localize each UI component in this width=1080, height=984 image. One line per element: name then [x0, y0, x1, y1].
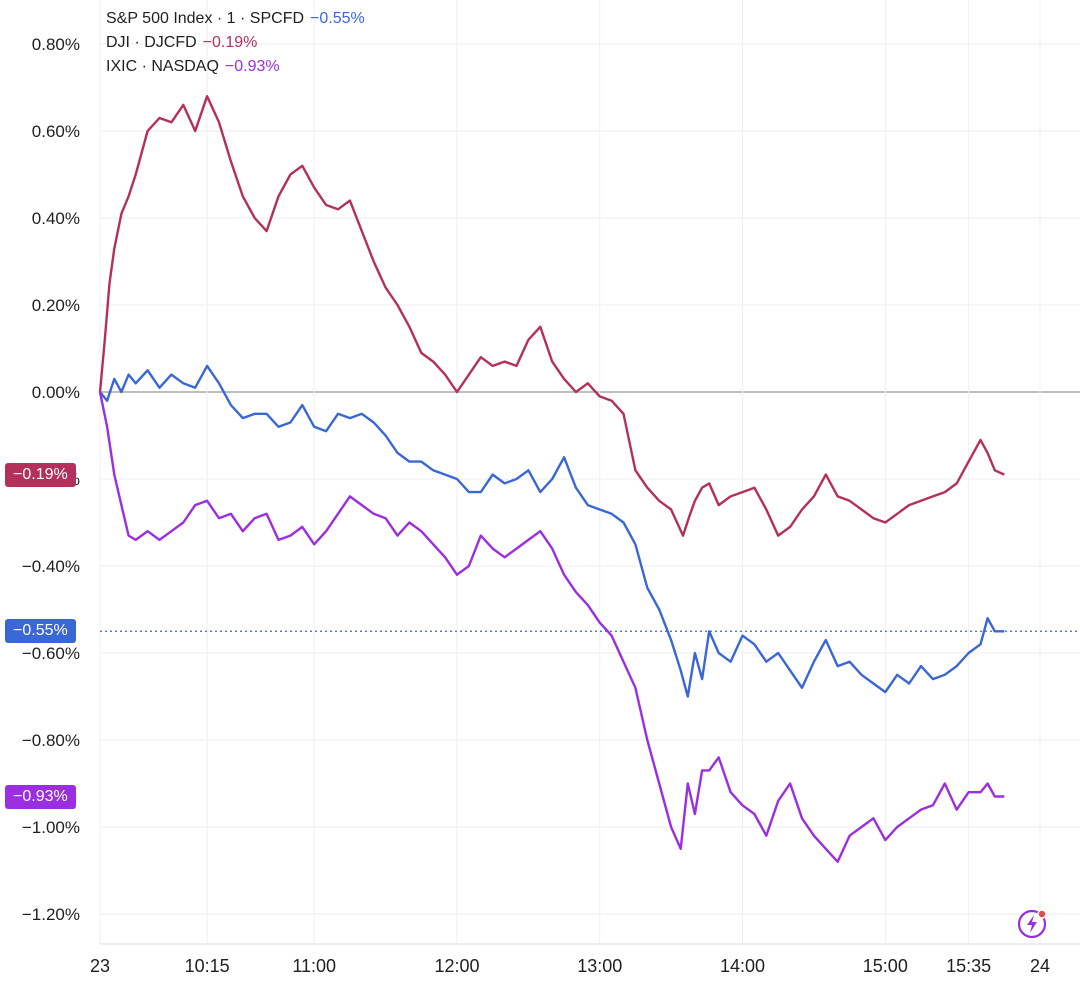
x-tick-label: 14:00	[720, 956, 765, 976]
y-tick-label: 0.80%	[32, 35, 80, 54]
y-tick-label: −1.00%	[22, 818, 80, 837]
x-tick-label: 15:00	[863, 956, 908, 976]
y-tick-label: 0.00%	[32, 383, 80, 402]
legend-label: IXIC · NASDAQ	[106, 58, 219, 75]
legend-value: −0.19%	[202, 34, 258, 51]
price-tag-ixic: −0.93%	[5, 784, 76, 809]
y-tick-label: 0.20%	[32, 296, 80, 315]
series-lines	[98, 95, 1080, 863]
series-line-0	[99, 364, 1005, 698]
legend-value: −0.93%	[224, 58, 280, 75]
x-tick-label: 13:00	[577, 956, 622, 976]
chart-legend: S&P 500 Index · 1 · SPCFD −0.55% DJI · DJ…	[106, 7, 365, 79]
x-tick-label: 12:00	[434, 956, 479, 976]
price-tag-dji: −0.19%	[5, 462, 76, 487]
legend-label: DJI · DJCFD	[106, 34, 197, 51]
lightning-icon[interactable]	[1016, 908, 1048, 940]
x-tick-label: 24	[1030, 956, 1050, 976]
legend-entry-dji[interactable]: DJI · DJCFD −0.19%	[106, 31, 365, 55]
x-tick-label: 11:00	[292, 956, 336, 976]
grid-lines	[99, 0, 1080, 945]
x-tick-label: 15:35	[946, 956, 991, 976]
x-tick-label: 23	[90, 956, 110, 976]
y-tick-label: 0.60%	[32, 122, 80, 141]
legend-label: S&P 500 Index · 1 · SPCFD	[106, 10, 305, 27]
legend-value: −0.55%	[310, 10, 365, 27]
series-line-2	[98, 391, 1005, 863]
y-tick-label: 0.40%	[32, 209, 80, 228]
legend-entry-spx[interactable]: S&P 500 Index · 1 · SPCFD −0.55%	[106, 7, 365, 31]
y-tick-label: −0.40%	[22, 557, 80, 576]
legend-entry-ixic[interactable]: IXIC · NASDAQ −0.93%	[106, 55, 365, 79]
price-tag-spx: −0.55%	[5, 619, 76, 644]
x-axis-tick-labels: 23 10:15 11:00 12:00 13:00 14:00 15:00 15:35 24	[90, 956, 1050, 976]
y-tick-label: −0.80%	[22, 731, 80, 750]
x-tick-label: 10:15	[185, 956, 230, 976]
y-tick-label: −0.60%	[22, 644, 80, 663]
y-tick-label: −1.20%	[22, 905, 80, 924]
series-line-1	[98, 95, 1005, 537]
